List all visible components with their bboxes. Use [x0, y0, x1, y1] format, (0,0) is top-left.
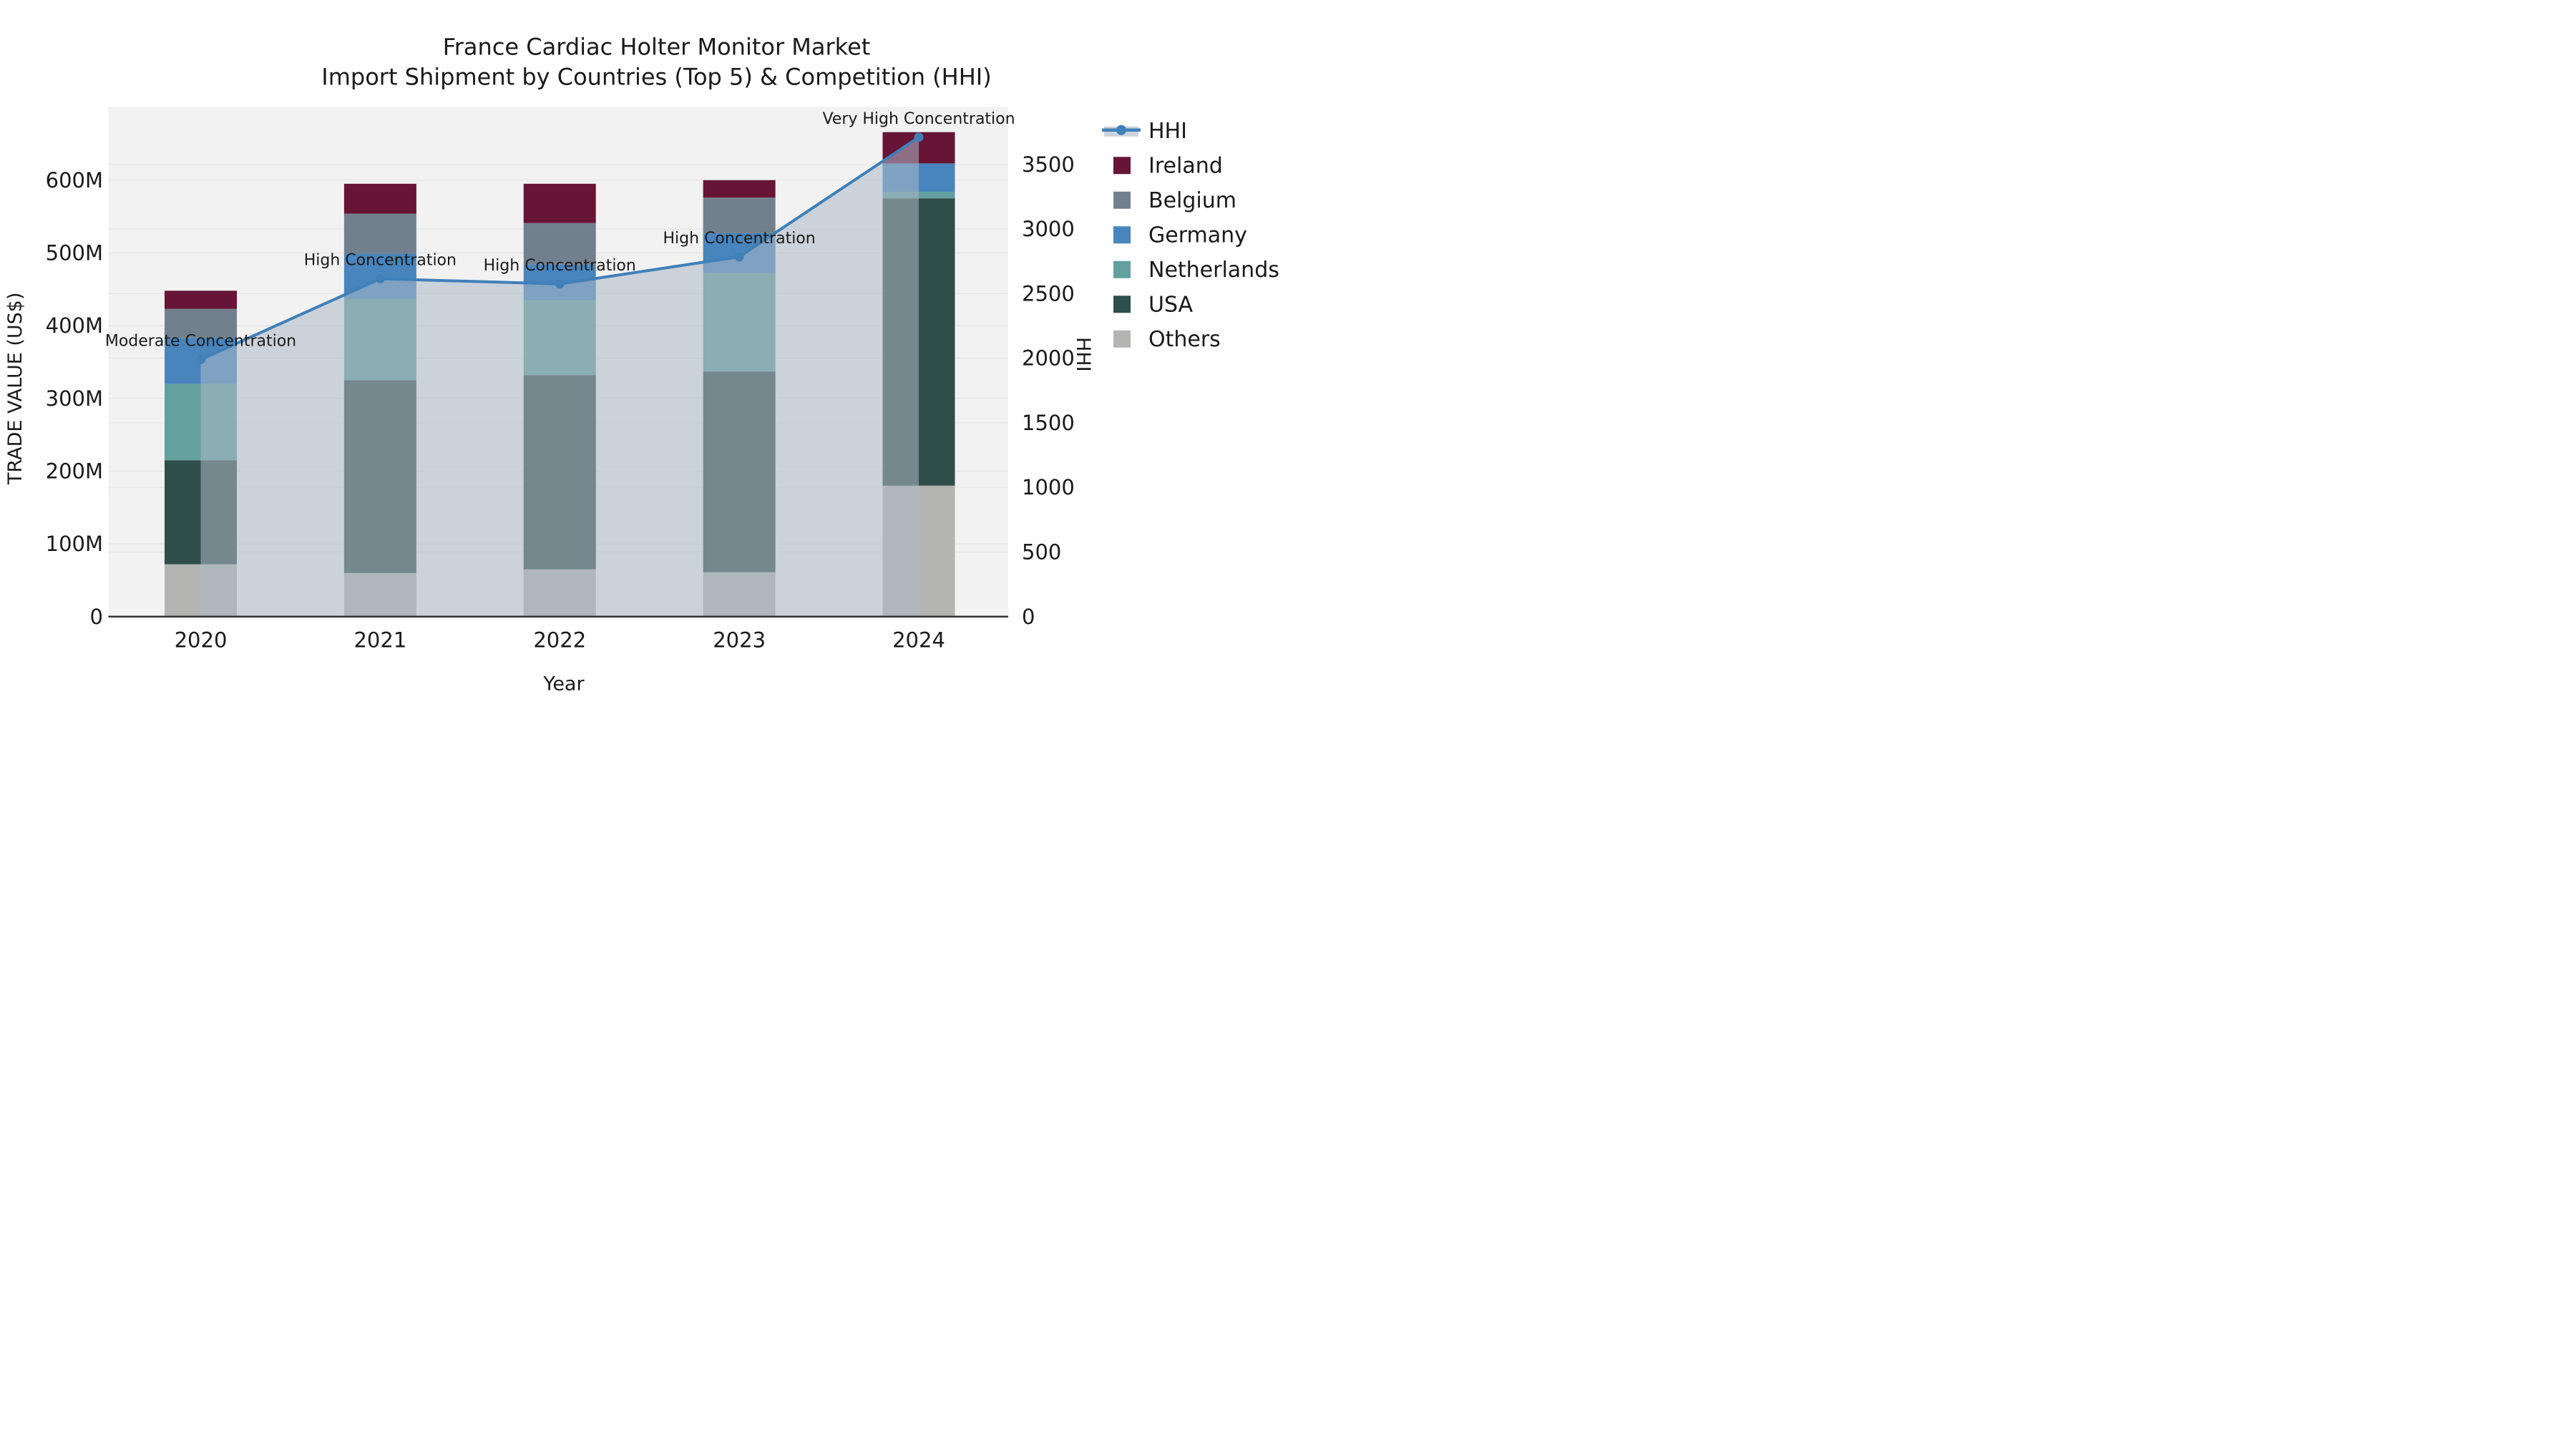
legend-swatch-germany	[1113, 226, 1131, 244]
annotation-2024: Very High Concentration	[822, 110, 1015, 128]
legend-item-netherlands: Netherlands	[1113, 258, 1279, 283]
hhi-marker-2023	[734, 252, 744, 262]
legend-item-usa: USA	[1113, 292, 1194, 317]
legend-swatch-netherlands	[1113, 260, 1131, 278]
y-right-axis-title: HHI	[1072, 337, 1094, 372]
hhi-marker-2024	[914, 132, 924, 142]
bar-segment-2023-belgium	[703, 197, 776, 233]
legend-item-belgium: Belgium	[1113, 188, 1236, 213]
bar-segment-2021-ireland	[343, 183, 416, 214]
chart-canvas: France Cardiac Holter Monitor Market Mod…	[0, 0, 1288, 725]
chart-title-line2: Import Shipment by Countries (Top 5) & C…	[321, 63, 991, 90]
y-right-tick-3000: 3000	[1022, 217, 1075, 241]
y-right-tick-3500: 3500	[1022, 152, 1075, 177]
annotation-2023: High Concentration	[663, 230, 816, 248]
y-left-tick-0: 0	[90, 605, 103, 629]
x-tick-2022: 2022	[533, 628, 586, 652]
y-left-tick-600M: 600M	[46, 168, 103, 192]
legend-swatch-others	[1113, 330, 1131, 348]
y-right-tick-1000: 1000	[1022, 475, 1075, 499]
bar-segment-2021-belgium	[343, 213, 416, 254]
x-tick-2024: 2024	[892, 628, 945, 652]
y-right-tick-2000: 2000	[1022, 346, 1075, 371]
chart-title-line1: France Cardiac Holter Monitor Market	[443, 33, 871, 60]
x-tick-2021: 2021	[353, 628, 406, 652]
legend-swatch-ireland	[1113, 157, 1131, 175]
legend-label-belgium: Belgium	[1148, 188, 1236, 213]
y-left-tick-200M: 200M	[46, 459, 103, 483]
x-axis-title: Year	[542, 673, 585, 695]
annotation-2022: High Concentration	[484, 257, 636, 275]
legend-swatch-usa	[1113, 296, 1131, 313]
bar-segment-2023-ireland	[703, 180, 776, 198]
y-right-tick-500: 500	[1022, 540, 1061, 564]
x-tick-2023: 2023	[713, 628, 766, 652]
y-left-tick-500M: 500M	[46, 240, 103, 265]
legend-label-usa: USA	[1148, 292, 1194, 317]
bar-segment-2020-ireland	[165, 291, 237, 309]
legend-swatch-belgium	[1113, 191, 1131, 209]
legend-item-others: Others	[1113, 327, 1221, 352]
hhi-marker-2020	[196, 354, 205, 364]
legend-label-netherlands: Netherlands	[1148, 258, 1279, 283]
legend-label-others: Others	[1148, 327, 1221, 352]
annotation-2020: Moderate Concentration	[105, 332, 296, 350]
legend-label-ireland: Ireland	[1148, 153, 1223, 178]
hhi-marker-2022	[555, 279, 565, 289]
chart-figure: France Cardiac Holter Monitor Market Mod…	[0, 0, 1288, 725]
y-left-tick-100M: 100M	[46, 532, 103, 556]
y-left-tick-300M: 300M	[46, 386, 103, 411]
x-tick-2020: 2020	[175, 628, 228, 652]
y-left-tick-400M: 400M	[46, 313, 103, 338]
bar-segment-2022-belgium	[523, 223, 596, 265]
y-left-axis-title: TRADE VALUE (US$)	[4, 292, 26, 485]
bar-segment-2022-ireland	[523, 183, 596, 223]
y-right-tick-1500: 1500	[1022, 411, 1075, 435]
legend-label-hhi: HHI	[1148, 119, 1187, 144]
annotation-2021: High Concentration	[304, 252, 457, 270]
legend-item-hhi: HHI	[1102, 119, 1187, 144]
legend-hhi-marker	[1116, 125, 1126, 135]
legend-item-ireland: Ireland	[1113, 153, 1223, 178]
y-right-tick-2500: 2500	[1022, 281, 1075, 306]
hhi-marker-2021	[375, 274, 385, 284]
bar-segment-2020-belgium	[165, 308, 237, 338]
legend-item-germany: Germany	[1113, 223, 1247, 248]
y-right-tick-0: 0	[1022, 605, 1035, 629]
legend-label-germany: Germany	[1148, 223, 1247, 248]
